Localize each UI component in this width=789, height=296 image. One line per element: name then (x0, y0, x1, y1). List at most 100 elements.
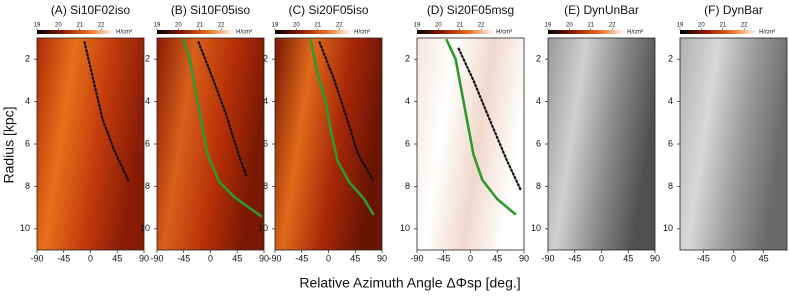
y-tick-label: 10 (20, 223, 30, 233)
colorbar (157, 30, 235, 34)
colorbar-tick-label: 21 (76, 23, 83, 29)
y-tick-label: 2 (25, 54, 30, 64)
y-tick-label: 6 (25, 138, 30, 148)
y-tick-label: 2 (145, 54, 150, 64)
arm-line (445, 38, 517, 216)
colorbar-tick-label: 22 (336, 23, 343, 29)
x-tick-label: -90 (150, 253, 163, 263)
colorbar-tick-label: 22 (609, 23, 616, 29)
panel-title: (E) DynUnBar (564, 3, 639, 17)
colorbar (680, 30, 758, 34)
x-tick-label: -90 (30, 253, 43, 263)
y-tick-label: 6 (263, 138, 268, 148)
colorbar-tick-label: 19 (154, 23, 161, 29)
arm-line (182, 38, 263, 218)
colorbar-tick-label: 20 (175, 23, 182, 29)
panel-title: (C) Si20F05iso (288, 3, 368, 17)
y-tick-label: 4 (536, 96, 541, 106)
panel-title: (A) Si10F02iso (51, 3, 131, 17)
colorbar-tick-label: 21 (314, 23, 321, 29)
x-tick-label: -45 (437, 253, 450, 263)
x-tick-label: 90 (519, 253, 529, 263)
x-tick-label: -90 (541, 253, 554, 263)
colorbar-tick-label: 22 (218, 23, 225, 29)
colorbar-tick-label: 21 (196, 23, 203, 29)
colorbar-tick-label: 21 (719, 23, 726, 29)
colorbar (417, 30, 495, 34)
x-tick-label: 0 (326, 253, 331, 263)
colorbar-tick-label: 21 (587, 23, 594, 29)
x-tick-label: 45 (350, 253, 360, 263)
y-tick-label: 10 (140, 223, 150, 233)
x-tick-label: -90 (268, 253, 281, 263)
colorbar (37, 30, 115, 34)
colorbar-tick-label: 19 (414, 23, 421, 29)
y-tick-label: 4 (25, 96, 30, 106)
map-image (275, 38, 382, 250)
colorbar-tick-label: 21 (456, 23, 463, 29)
colorbar-tick-label: 19 (34, 23, 41, 29)
colorbar (275, 30, 353, 34)
x-tick-label: 45 (232, 253, 242, 263)
arm-line (457, 47, 523, 192)
colorbar-tick-label: 20 (293, 23, 300, 29)
y-tick-label: 2 (668, 54, 673, 64)
colorbar-tick-label: 20 (55, 23, 62, 29)
y-tick-label: 4 (145, 96, 150, 106)
y-tick-label: 8 (668, 181, 673, 191)
y-tick-label: 4 (263, 96, 268, 106)
x-tick-label: 0 (88, 253, 93, 263)
x-tick-label: 0 (731, 253, 736, 263)
x-tick-label: 90 (139, 253, 149, 263)
colorbar-tick-label: 19 (545, 23, 552, 29)
colorbar-tick-label: 22 (741, 23, 748, 29)
x-tick-label: 90 (650, 253, 660, 263)
x-axis-label: Relative Azimuth Angle ΔΦsp [deg.] (299, 275, 520, 291)
colorbar (548, 30, 626, 34)
y-tick-label: 6 (405, 138, 410, 148)
arm-line (83, 41, 131, 184)
colorbar-tick-label: 22 (98, 23, 105, 29)
y-tick-label: 8 (536, 181, 541, 191)
y-tick-label: 10 (663, 223, 673, 233)
colorbar-tick-label: 19 (677, 23, 684, 29)
y-tick-label: 10 (258, 223, 268, 233)
colorbar-tick-label: 22 (478, 23, 485, 29)
colorbar-tick-label: 20 (566, 23, 573, 29)
y-tick-label: 8 (25, 181, 30, 191)
x-tick-label: -45 (568, 253, 581, 263)
colorbar-tick-label: 20 (698, 23, 705, 29)
map-image (157, 38, 264, 250)
x-tick-label: 45 (759, 253, 769, 263)
colorbar-tick-label: 19 (272, 23, 279, 29)
colorbar-label: H/cm² (627, 30, 643, 36)
x-tick-label: -45 (177, 253, 190, 263)
colorbar-label: H/cm² (354, 30, 370, 36)
x-tick-label: -45 (697, 253, 710, 263)
panel-title: (B) Si10F05iso (171, 3, 251, 17)
x-tick-label: 45 (492, 253, 502, 263)
y-tick-label: 8 (405, 181, 410, 191)
y-tick-label: 2 (405, 54, 410, 64)
y-tick-label: 8 (263, 181, 268, 191)
x-tick-label: 90 (259, 253, 269, 263)
x-tick-label: 45 (623, 253, 633, 263)
map-image (680, 38, 787, 250)
panel-title: (D) Si20F05msg (427, 3, 514, 17)
y-tick-label: 10 (531, 223, 541, 233)
y-tick-label: 4 (668, 96, 673, 106)
x-tick-label: 90 (377, 253, 387, 263)
y-tick-label: 8 (145, 181, 150, 191)
y-tick-label: 6 (536, 138, 541, 148)
arm-line (318, 41, 375, 182)
x-tick-label: -45 (57, 253, 70, 263)
map-image (548, 38, 655, 250)
y-axis-label: Radius [kpc] (1, 106, 17, 183)
x-tick-label: 0 (468, 253, 473, 263)
x-tick-label: 0 (599, 253, 604, 263)
colorbar-label: H/cm² (116, 30, 132, 36)
y-tick-label: 4 (405, 96, 410, 106)
y-tick-label: 2 (536, 54, 541, 64)
y-tick-label: 6 (668, 138, 673, 148)
